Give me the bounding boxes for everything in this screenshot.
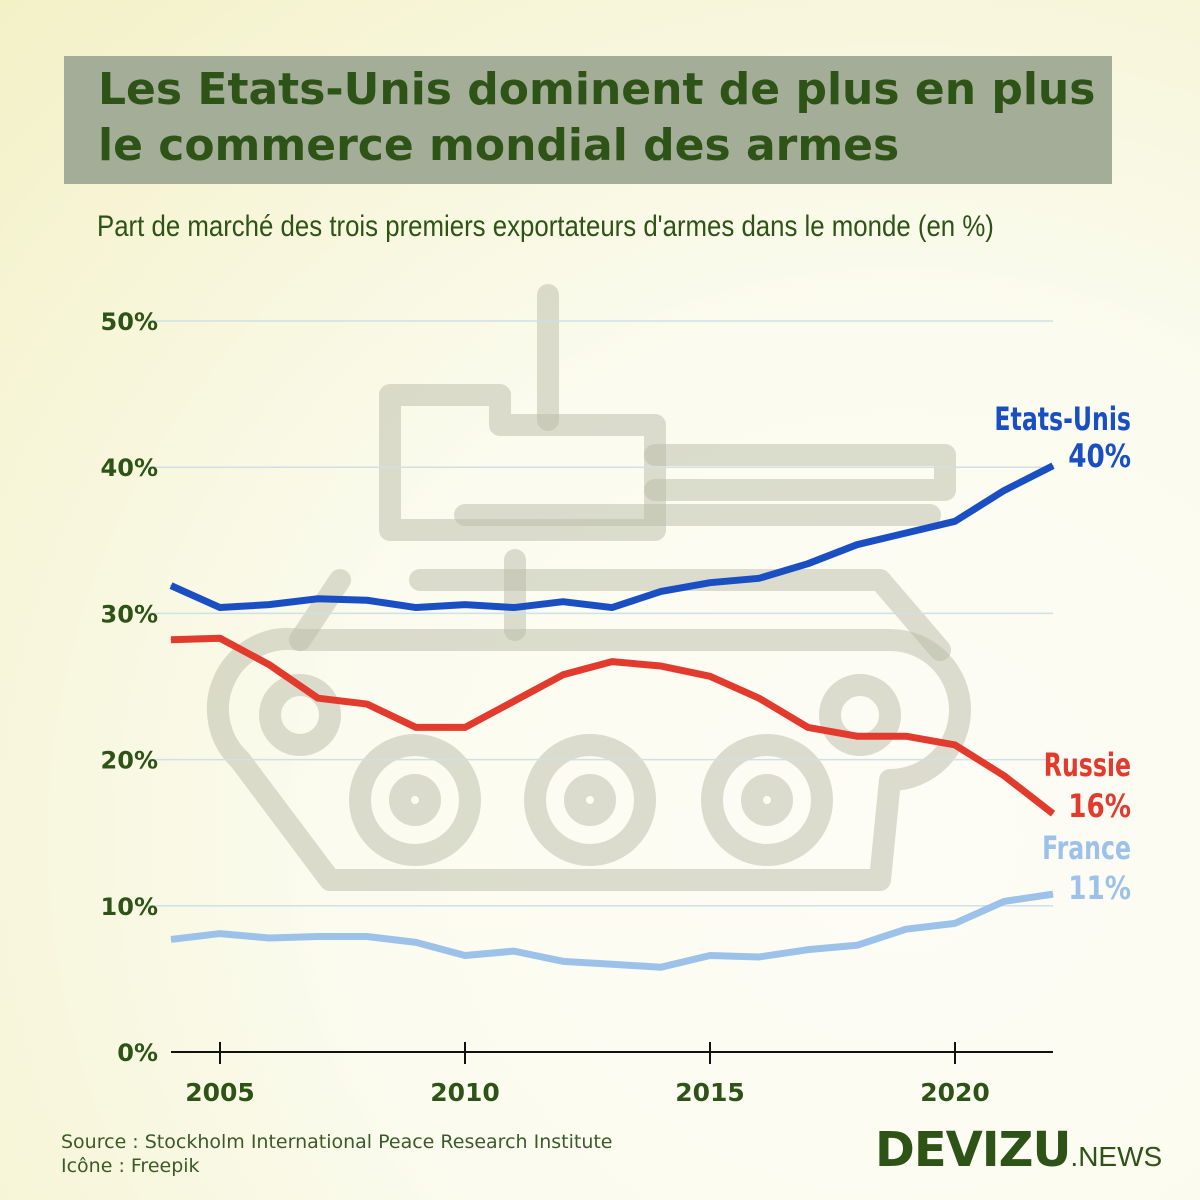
title-line-2: le commerce mondial des armes [98, 120, 900, 171]
title-line-1: Les Etats-Unis dominent de plus en plus [98, 64, 1096, 115]
data-point [905, 532, 907, 534]
data-point [905, 735, 907, 737]
data-point [317, 936, 319, 938]
title-box: Les Etats-Unis dominent de plus en plus … [64, 56, 1112, 184]
data-point [513, 700, 515, 702]
data-point [856, 735, 858, 737]
data-point [611, 607, 613, 609]
data-point [856, 944, 858, 946]
data-point [464, 955, 466, 957]
data-point [807, 726, 809, 728]
chart-subtitle: Part de marché des trois premiers export… [97, 210, 994, 243]
data-point [611, 963, 613, 965]
x-tick-label: 2010 [430, 1078, 500, 1107]
series-end-value: 11% [1068, 869, 1131, 906]
devizu-logo: DEVIZU.NEWS [875, 1122, 1162, 1178]
data-point [709, 675, 711, 677]
data-point [1052, 893, 1054, 895]
data-point [709, 582, 711, 584]
data-point [905, 928, 907, 930]
tank-icon [206, 284, 971, 891]
data-point [562, 674, 564, 676]
data-point [317, 598, 319, 600]
data-point [1052, 465, 1054, 467]
data-point [807, 949, 809, 951]
data-point [758, 697, 760, 699]
data-point [170, 585, 172, 587]
series-name-label: Etats-Unis [994, 400, 1131, 437]
data-point [660, 590, 662, 592]
y-tick-label: 50% [101, 308, 158, 336]
data-point [170, 639, 172, 641]
icon-credit: Icône : Freepik [61, 1155, 200, 1177]
data-point [268, 937, 270, 939]
logo-main: DEVIZU [875, 1122, 1071, 1178]
data-point [219, 607, 221, 609]
series-end-value: 40% [1068, 437, 1131, 474]
data-point [1003, 490, 1005, 492]
data-point [954, 520, 956, 522]
data-point [1052, 813, 1054, 815]
data-point [660, 966, 662, 968]
data-point [464, 604, 466, 606]
data-point [856, 544, 858, 546]
data-point [219, 933, 221, 935]
source-note: Source : Stockholm International Peace R… [61, 1130, 613, 1178]
data-point [366, 936, 368, 938]
data-point [807, 563, 809, 565]
x-tick-label: 2020 [920, 1078, 990, 1107]
data-point [415, 607, 417, 609]
data-point [219, 637, 221, 639]
data-point [464, 726, 466, 728]
y-tick-label: 0% [117, 1039, 158, 1067]
data-point [317, 697, 319, 699]
data-point [758, 956, 760, 958]
y-tick-label: 40% [101, 454, 158, 482]
data-point [415, 726, 417, 728]
data-point [366, 599, 368, 601]
data-point [562, 960, 564, 962]
data-point [709, 955, 711, 957]
series-name-label: Russie [1044, 746, 1131, 783]
data-point [611, 661, 613, 663]
data-point [268, 604, 270, 606]
data-point [1003, 900, 1005, 902]
data-point [660, 665, 662, 667]
data-point [954, 744, 956, 746]
data-point [415, 941, 417, 943]
data-point [758, 577, 760, 579]
y-tick-label: 20% [101, 747, 158, 775]
data-point [366, 703, 368, 705]
series-end-value: 16% [1068, 787, 1131, 824]
y-tick-label: 30% [101, 600, 158, 628]
data-point [170, 938, 172, 940]
data-point [513, 950, 515, 952]
x-tick-label: 2015 [675, 1078, 745, 1107]
data-point [954, 922, 956, 924]
x-tick-label: 2005 [185, 1078, 255, 1107]
data-point [562, 601, 564, 603]
data-point [268, 664, 270, 666]
series-name-label: France [1042, 829, 1131, 866]
y-tick-label: 10% [101, 893, 158, 921]
logo-suffix: .NEWS [1070, 1141, 1163, 1172]
data-point [513, 607, 515, 609]
source-text: Source : Stockholm International Peace R… [61, 1131, 613, 1153]
data-point [1003, 775, 1005, 777]
